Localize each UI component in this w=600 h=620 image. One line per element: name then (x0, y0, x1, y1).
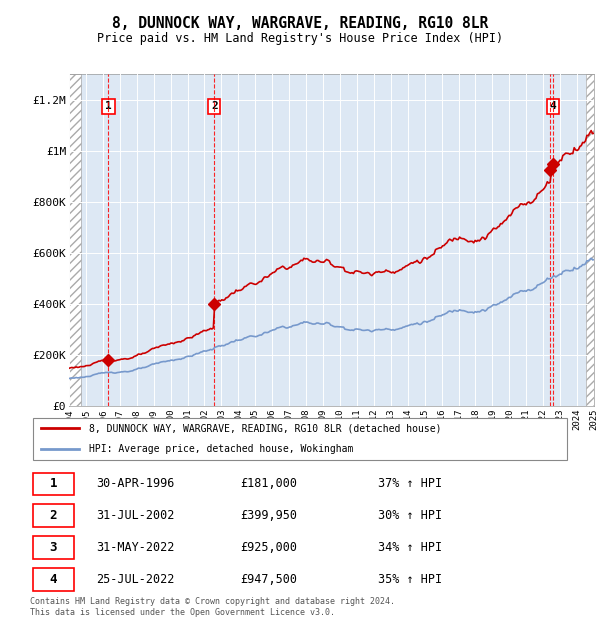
Text: HPI: Average price, detached house, Wokingham: HPI: Average price, detached house, Woki… (89, 444, 354, 454)
Text: £399,950: £399,950 (240, 509, 297, 522)
Bar (69, 74, 81, 406)
Text: 2: 2 (49, 509, 57, 522)
Text: 4: 4 (49, 573, 57, 586)
FancyBboxPatch shape (33, 536, 74, 559)
FancyBboxPatch shape (33, 472, 74, 495)
Text: 30-APR-1996: 30-APR-1996 (96, 477, 175, 490)
Text: 4: 4 (550, 101, 556, 112)
Text: Contains HM Land Registry data © Crown copyright and database right 2024.
This d: Contains HM Land Registry data © Crown c… (30, 598, 395, 617)
FancyBboxPatch shape (33, 418, 568, 459)
Text: 31-MAY-2022: 31-MAY-2022 (96, 541, 175, 554)
Text: 25-JUL-2022: 25-JUL-2022 (96, 573, 175, 586)
Text: £181,000: £181,000 (240, 477, 297, 490)
FancyBboxPatch shape (33, 568, 74, 591)
Text: £947,500: £947,500 (240, 573, 297, 586)
Bar (69, 74, 81, 406)
FancyBboxPatch shape (33, 504, 74, 527)
Text: Price paid vs. HM Land Registry's House Price Index (HPI): Price paid vs. HM Land Registry's House … (97, 32, 503, 45)
Text: 8, DUNNOCK WAY, WARGRAVE, READING, RG10 8LR: 8, DUNNOCK WAY, WARGRAVE, READING, RG10 … (112, 16, 488, 30)
Text: 37% ↑ HPI: 37% ↑ HPI (378, 477, 442, 490)
Text: 8, DUNNOCK WAY, WARGRAVE, READING, RG10 8LR (detached house): 8, DUNNOCK WAY, WARGRAVE, READING, RG10 … (89, 423, 442, 433)
Text: 1: 1 (49, 477, 57, 490)
Text: £925,000: £925,000 (240, 541, 297, 554)
Text: 1: 1 (105, 101, 112, 112)
Text: 3: 3 (49, 541, 57, 554)
Bar (586, 74, 594, 406)
Text: 34% ↑ HPI: 34% ↑ HPI (378, 541, 442, 554)
Text: 2: 2 (211, 101, 218, 112)
Text: 31-JUL-2002: 31-JUL-2002 (96, 509, 175, 522)
Text: 35% ↑ HPI: 35% ↑ HPI (378, 573, 442, 586)
Text: 30% ↑ HPI: 30% ↑ HPI (378, 509, 442, 522)
Bar (586, 74, 594, 406)
